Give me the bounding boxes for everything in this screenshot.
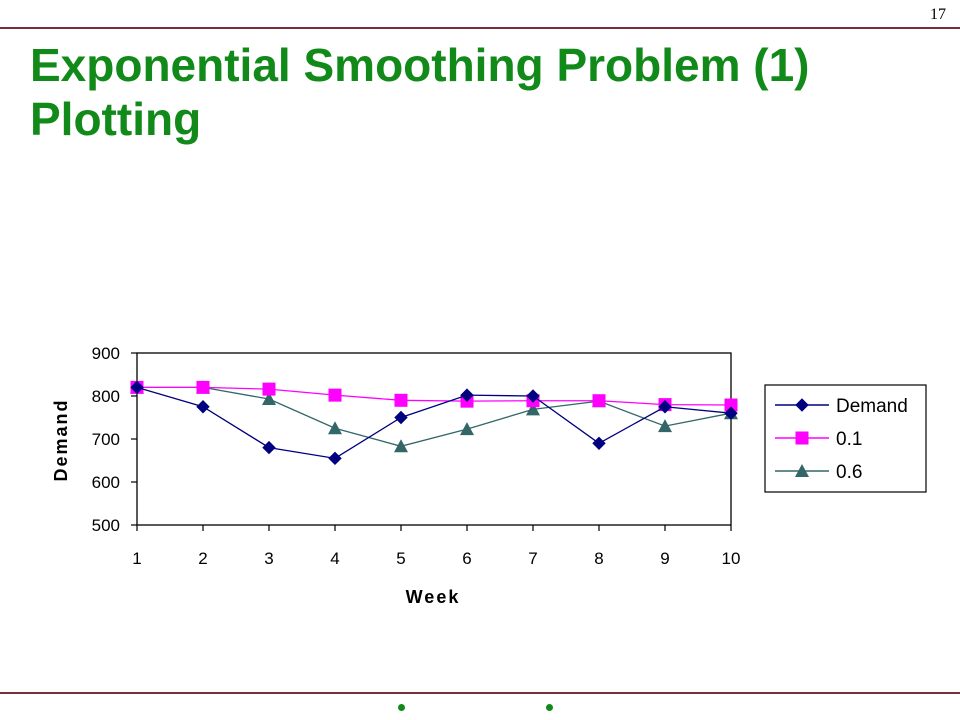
- y-tick-label: 700: [92, 430, 120, 449]
- data-point: [658, 400, 672, 414]
- x-tick-label: 2: [198, 549, 207, 568]
- data-point: [592, 394, 606, 408]
- data-point: [460, 388, 474, 402]
- data-point: [328, 388, 342, 402]
- x-tick-label: 5: [396, 549, 405, 568]
- data-point: [130, 380, 144, 395]
- data-point: [196, 380, 210, 394]
- plot-area-frame: [136, 352, 732, 526]
- data-point: [262, 392, 276, 406]
- x-tick-label: 9: [660, 549, 669, 568]
- data-point: [526, 402, 540, 416]
- x-tick-label: 4: [330, 549, 339, 568]
- x-tick-label: 1: [132, 549, 141, 568]
- data-point: [724, 406, 738, 420]
- data-point: [724, 398, 738, 412]
- data-point: [196, 400, 210, 414]
- x-axis-title: Week: [406, 587, 461, 607]
- y-tick-label: 800: [92, 387, 120, 406]
- data-point: [328, 421, 342, 435]
- x-tick-label: 6: [462, 549, 471, 568]
- data-point: [262, 382, 276, 396]
- series-line: [137, 386, 732, 447]
- slide-title-line-1: Exponential Smoothing Problem (1): [30, 39, 810, 91]
- top-rule: [0, 27, 960, 29]
- data-point: [460, 422, 474, 436]
- legend-marker: [795, 431, 809, 445]
- footer-dot-right: [546, 704, 553, 711]
- bottom-rule: [0, 692, 960, 694]
- data-point: [592, 436, 606, 451]
- data-point: [394, 439, 408, 453]
- legend-marker: [795, 398, 809, 412]
- chart-axes: 500 600 700 800 900 1 2 3 4 5 6 7 8 9 10: [92, 344, 741, 568]
- legend-marker: [795, 464, 809, 477]
- x-tick-label: 3: [264, 549, 273, 568]
- data-point: [658, 419, 672, 433]
- chart-legend: Demand 0.1 0.6: [764, 384, 927, 493]
- y-tick-label: 600: [92, 473, 120, 492]
- series-line: [137, 386, 732, 406]
- x-tick-label: 8: [594, 549, 603, 568]
- chart-series: [130, 380, 738, 466]
- data-point: [394, 410, 408, 425]
- slide-title-line-2: Plotting: [30, 93, 202, 145]
- legend-label: 0.1: [836, 429, 862, 450]
- x-tick-label: 7: [528, 549, 537, 568]
- y-axis-title: Demand: [51, 398, 71, 481]
- series-demand: [130, 380, 738, 466]
- data-point: [394, 393, 408, 407]
- legend-label: Demand: [836, 396, 908, 417]
- series-line: [136, 386, 732, 460]
- data-point: [526, 389, 540, 403]
- data-point: [262, 440, 276, 455]
- y-tick-label: 900: [92, 344, 120, 363]
- slide-title: Exponential Smoothing Problem (1) Plotti…: [30, 38, 809, 146]
- footer-dot-left: [398, 704, 405, 711]
- data-point: [328, 451, 342, 466]
- x-tick-label: 10: [722, 549, 741, 568]
- page-number: 17: [930, 6, 946, 23]
- legend-label: 0.6: [836, 462, 862, 483]
- y-tick-label: 500: [92, 516, 120, 535]
